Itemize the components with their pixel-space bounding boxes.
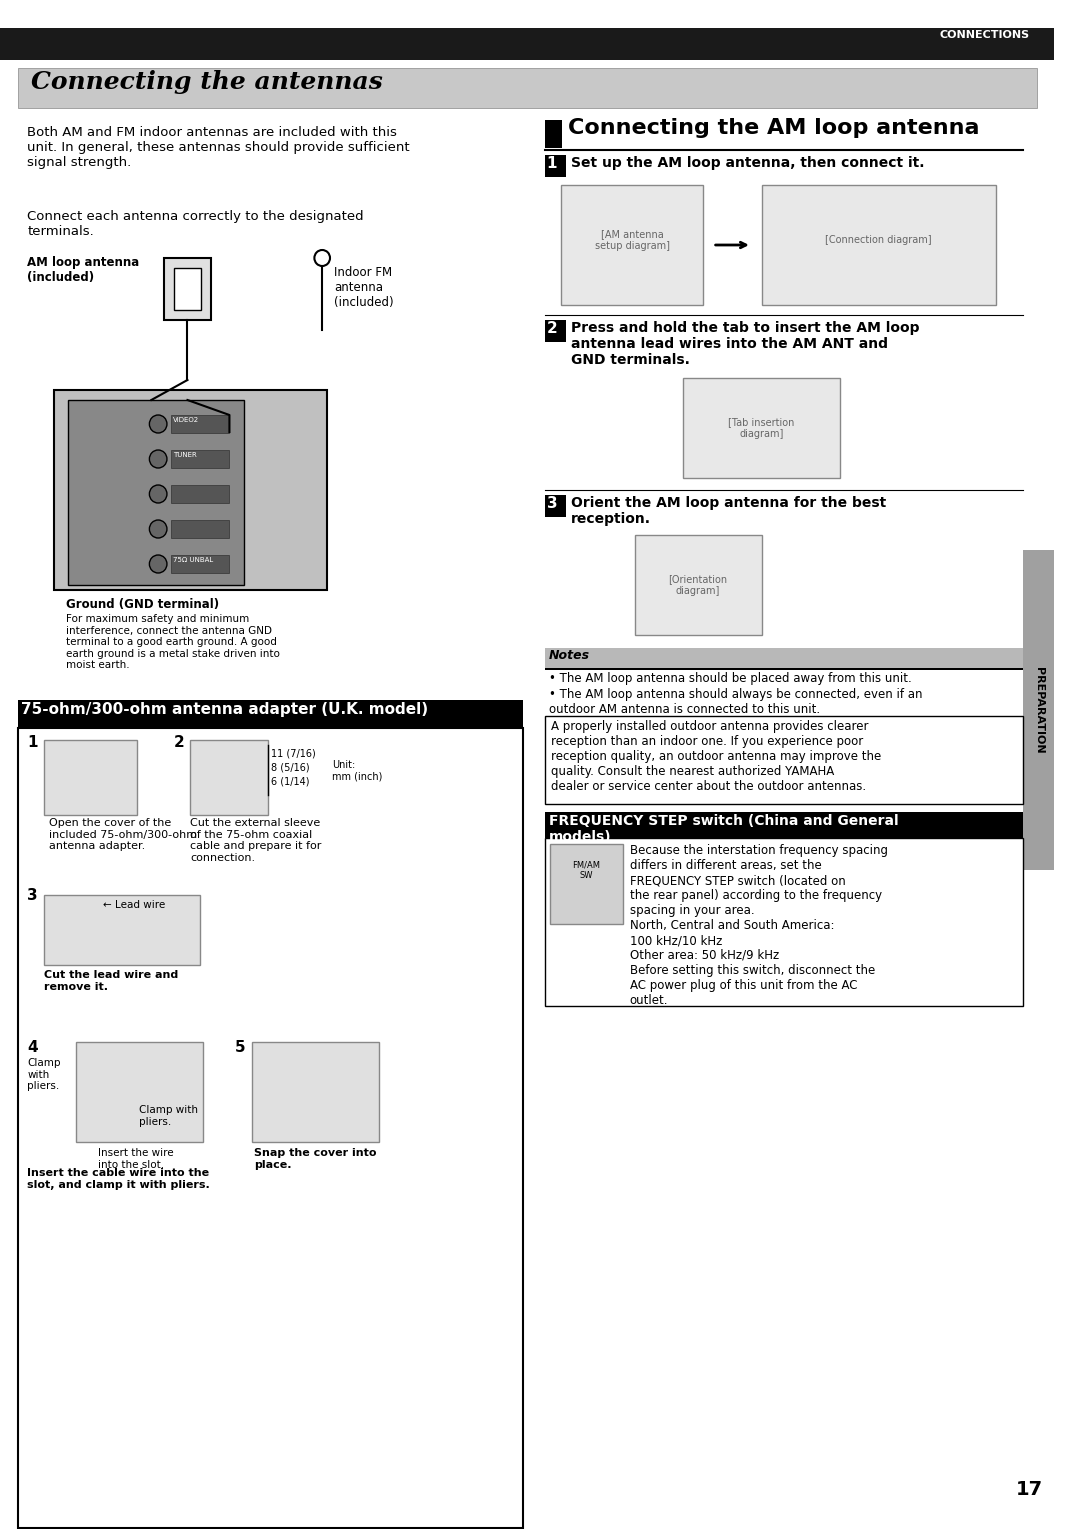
Text: FREQUENCY STEP switch (China and General
models): FREQUENCY STEP switch (China and General… [549,813,899,844]
Bar [544,119,563,148]
Text: 75Ω UNBAL: 75Ω UNBAL [173,557,213,563]
Circle shape [149,520,167,538]
Text: TUNER: TUNER [173,453,197,459]
Bar [544,838,1023,1006]
Text: AM loop antenna
(included): AM loop antenna (included) [27,255,139,284]
Bar [544,668,1023,670]
Text: Both AM and FM indoor antennas are included with this
unit. In general, these an: Both AM and FM indoor antennas are inclu… [27,125,410,170]
Bar [252,1041,379,1142]
Bar [164,258,211,320]
Bar [68,401,244,586]
Text: • The AM loop antenna should be placed away from this unit.: • The AM loop antenna should be placed a… [549,673,912,685]
Bar [544,320,566,342]
Text: Insert the cable wire into the
slot, and clamp it with pliers.: Insert the cable wire into the slot, and… [27,1168,211,1190]
Text: • The AM loop antenna should always be connected, even if an
outdoor AM antenna : • The AM loop antenna should always be c… [549,688,922,716]
Bar [171,414,229,433]
Bar [44,894,200,965]
Bar [635,535,761,635]
Bar [17,700,524,728]
Bar [171,555,229,573]
Text: 4: 4 [27,1040,38,1055]
Text: A properly installed outdoor antenna provides clearer
reception than an indoor o: A properly installed outdoor antenna pro… [551,720,881,794]
Text: Connecting the antennas: Connecting the antennas [31,70,383,93]
Circle shape [149,555,167,573]
Text: [AM antenna
setup diagram]: [AM antenna setup diagram] [595,229,671,251]
Circle shape [149,414,167,433]
Text: 1: 1 [27,735,38,751]
Bar [171,520,229,538]
Text: 1: 1 [546,156,557,171]
Text: 5: 5 [234,1040,245,1055]
Text: 3: 3 [27,888,38,904]
Bar [1023,550,1054,870]
Text: Cut the external sleeve
of the 75-ohm coaxial
cable and prepare it for
connectio: Cut the external sleeve of the 75-ohm co… [190,818,322,862]
Text: 11 (7/16): 11 (7/16) [271,748,316,758]
Text: reception.: reception. [571,512,651,526]
Circle shape [149,485,167,503]
Bar [174,268,201,310]
Text: Notes: Notes [549,648,590,662]
Text: Unit:
mm (inch): Unit: mm (inch) [332,760,382,781]
Text: PREPARATION: PREPARATION [1034,667,1044,754]
Bar [761,185,996,304]
Text: GND terminals.: GND terminals. [571,353,690,367]
Text: Connecting the AM loop antenna: Connecting the AM loop antenna [568,118,980,138]
Text: Indoor FM
antenna
(included): Indoor FM antenna (included) [334,266,393,309]
Text: Snap the cover into
place.: Snap the cover into place. [254,1148,376,1170]
Text: Because the interstation frequency spacing
differs in different areas, set the
F: Because the interstation frequency spaci… [630,844,888,1008]
Text: Ground (GND terminal): Ground (GND terminal) [66,598,219,612]
Text: 2: 2 [546,321,557,336]
Text: FM/AM
SW: FM/AM SW [571,861,599,879]
Text: 17: 17 [1015,1480,1042,1498]
Bar [544,154,566,177]
Bar [44,740,137,815]
Bar [171,485,229,503]
Text: For maximum safety and minimum
interference, connect the antenna GND
terminal to: For maximum safety and minimum interfere… [66,615,281,670]
Text: 6 (1/14): 6 (1/14) [271,777,310,786]
Text: Open the cover of the
included 75-ohm/300-ohm
antenna adapter.: Open the cover of the included 75-ohm/30… [49,818,197,852]
Bar [17,67,1037,109]
Text: Clamp with
pliers.: Clamp with pliers. [138,1105,198,1127]
Bar [550,844,623,924]
Bar [544,648,1023,668]
Circle shape [314,251,330,266]
Bar [684,378,839,479]
Text: ← Lead wire: ← Lead wire [103,901,165,910]
Bar [544,495,566,517]
Bar [562,185,703,304]
Text: Cut the lead wire and
remove it.: Cut the lead wire and remove it. [44,969,178,992]
Text: Orient the AM loop antenna for the best: Orient the AM loop antenna for the best [571,495,887,511]
Text: Insert the wire
into the slot.: Insert the wire into the slot. [97,1148,173,1170]
Text: 2: 2 [174,735,185,751]
Text: CONNECTIONS: CONNECTIONS [940,31,1030,40]
Text: Press and hold the tab to insert the AM loop: Press and hold the tab to insert the AM … [571,321,920,335]
Bar [544,812,1023,838]
Bar [544,716,1023,804]
Bar [17,728,524,1527]
Circle shape [149,450,167,468]
Text: 8 (5/16): 8 (5/16) [271,761,310,772]
Bar [190,740,269,815]
Text: antenna lead wires into the AM ANT and: antenna lead wires into the AM ANT and [571,336,888,352]
Text: Connect each antenna correctly to the designated
terminals.: Connect each antenna correctly to the de… [27,209,364,239]
Bar [54,390,327,590]
Bar [0,28,1054,60]
Text: [Orientation
diagram]: [Orientation diagram] [669,575,728,596]
Bar [171,450,229,468]
Text: Clamp
with
pliers.: Clamp with pliers. [27,1058,60,1092]
Text: [Connection diagram]: [Connection diagram] [825,235,932,245]
Text: 3: 3 [546,495,557,511]
Text: [Tab insertion
diagram]: [Tab insertion diagram] [728,417,795,439]
Text: 75-ohm/300-ohm antenna adapter (U.K. model): 75-ohm/300-ohm antenna adapter (U.K. mod… [22,702,429,717]
Bar [77,1041,203,1142]
Text: VIDEO2: VIDEO2 [173,417,199,424]
Text: Set up the AM loop antenna, then connect it.: Set up the AM loop antenna, then connect… [571,156,924,170]
